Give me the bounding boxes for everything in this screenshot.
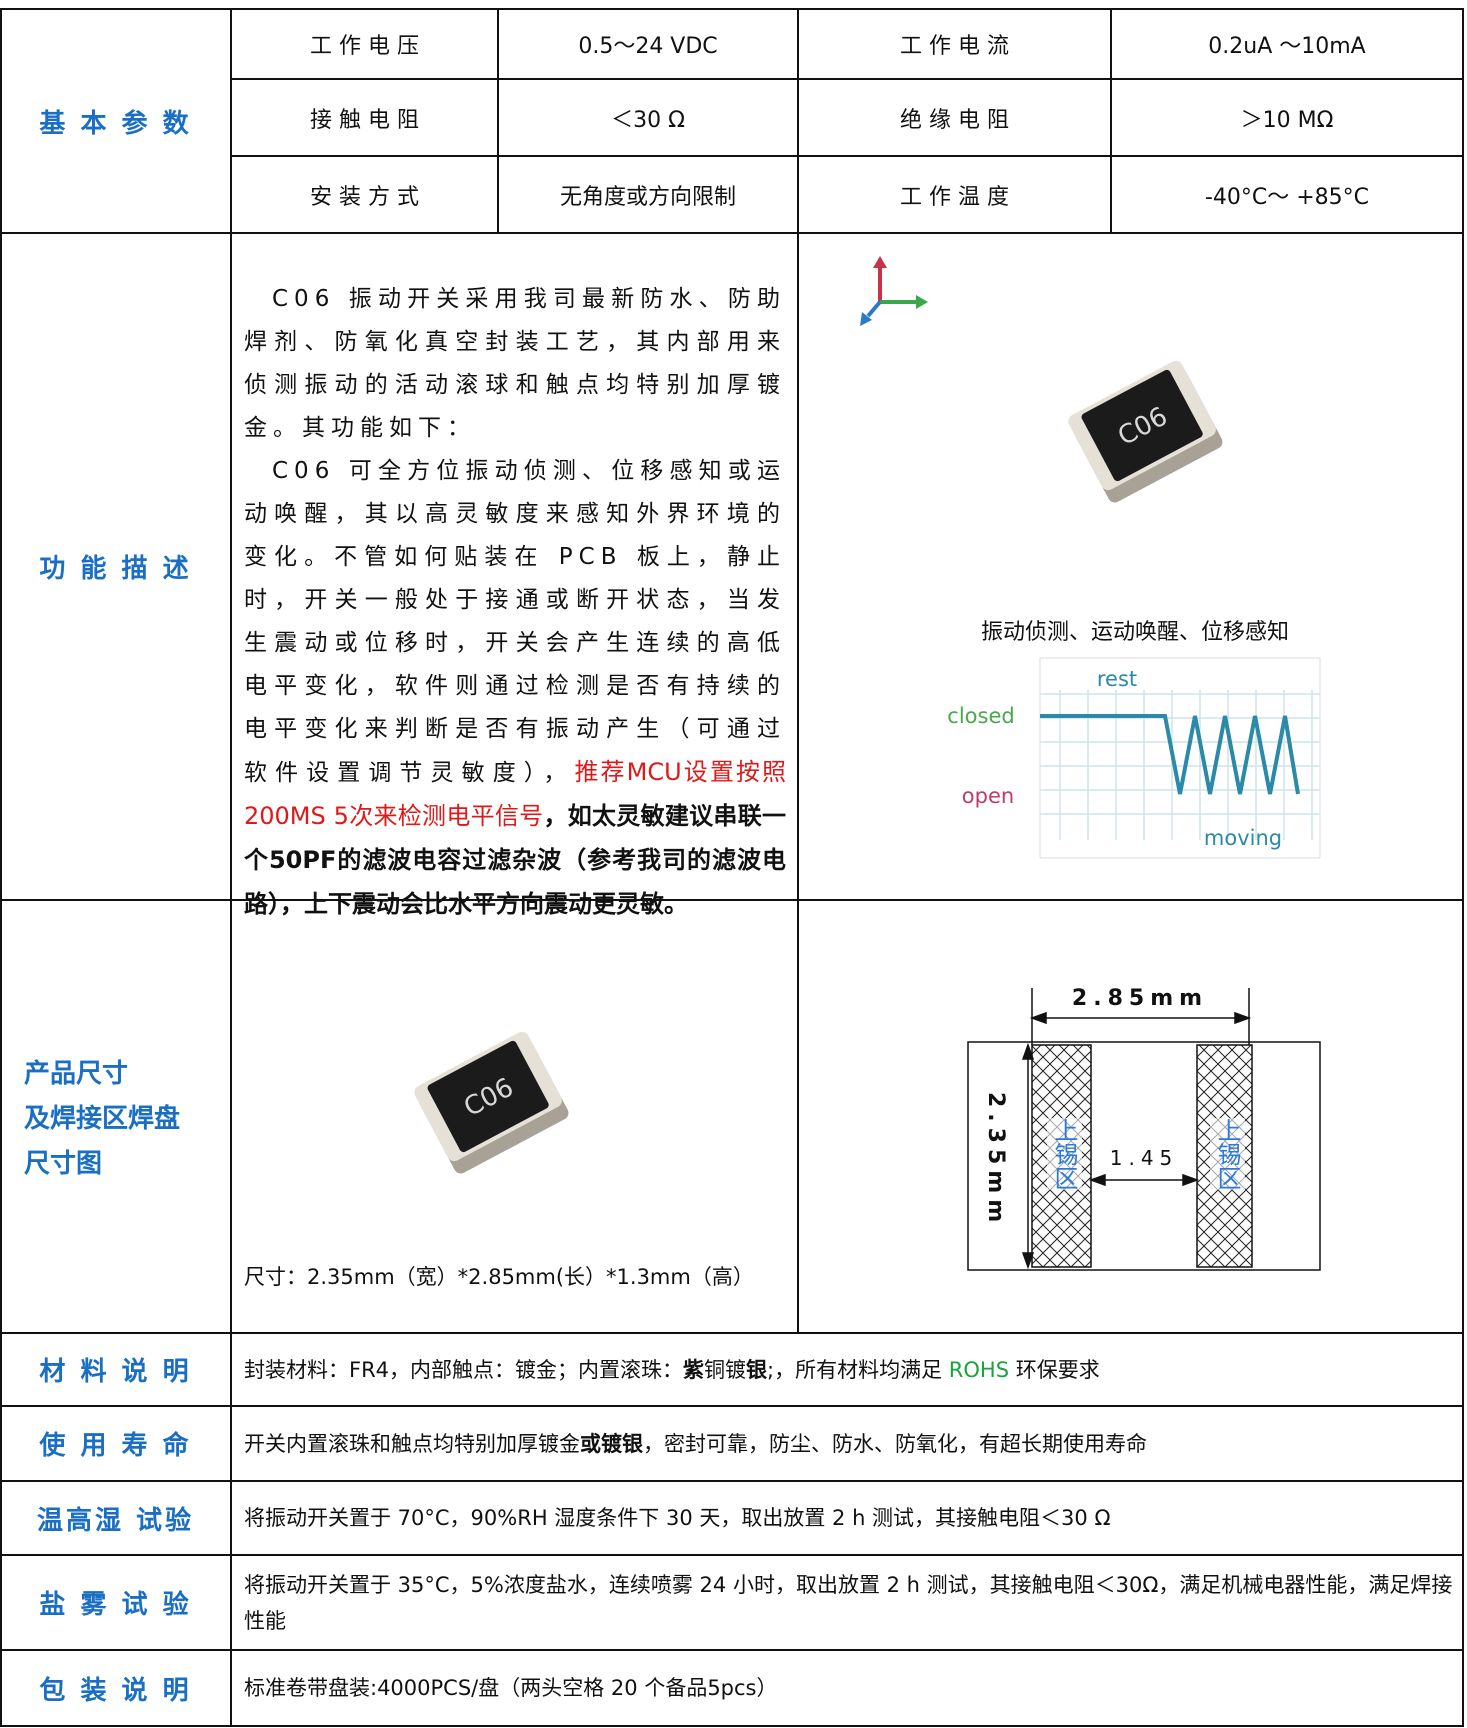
signal-label: rest — [1097, 667, 1137, 691]
param-name: 工 作 电 流 — [900, 34, 1009, 59]
section-label: 盐 雾 试 验 — [39, 1590, 192, 1620]
chip-image: C06 — [414, 1031, 569, 1174]
text-part: 将振动开关置于 70°C，90%RH 湿度条件下 30 天，取出放置 2 h 测… — [244, 1506, 1111, 1530]
pad-label: 上锡区 — [1210, 1118, 1245, 1190]
param-value: ＞10 MΩ — [1240, 107, 1334, 133]
text-part: ;，所有材料均满足 — [767, 1357, 949, 1382]
section-label: 功 能 描 述 — [39, 554, 192, 584]
section-label: 使 用 寿 命 — [39, 1431, 192, 1461]
param-name: 工 作 温 度 — [900, 184, 1009, 210]
text-part: 开关内置滚珠和触点均特别加厚镀金 — [244, 1431, 580, 1456]
pad-drawing — [967, 988, 1321, 1271]
section-label: 材 料 说 明 — [39, 1357, 192, 1387]
row-content: 标准卷带盘装:4000PCS/盘（两头空格 20 个备品5pcs） — [244, 1670, 778, 1706]
paragraph: C06 振动开关采用我司最新防水、防助焊剂、防氧化真空封装工艺，其内部用来侦测振… — [244, 286, 786, 441]
signal-label: open — [962, 784, 1014, 808]
axis-icon — [860, 256, 928, 326]
row-content: 开关内置滚珠和触点均特别加厚镀金或镀银，密封可靠，防尘、防水、防氧化，有超长期使… — [244, 1426, 1147, 1462]
paragraph: C06 可全方位振动侦测、位移感知或运动唤醒，其以高灵敏度来感知外界环境的变化。… — [244, 450, 786, 927]
signal-label: closed — [947, 704, 1014, 728]
param-name: 接 触 电 阻 — [310, 107, 419, 133]
text-part: 将振动开关置于 35°C，5%浓度盐水，连续喷雾 24 小时，取出放置 2 h … — [244, 1572, 1453, 1633]
text-part: 环保要求 — [1009, 1357, 1100, 1382]
label-line: 及焊接区焊盘 — [24, 1104, 181, 1134]
param-value: 0.2uA ～10mA — [1208, 34, 1366, 59]
text-part: 紫 — [683, 1357, 705, 1382]
gap-label: 1.45 — [1104, 1146, 1184, 1170]
param-value: ＜30 Ω — [611, 107, 685, 133]
chip-image: C06 — [1068, 360, 1223, 503]
length-label: 2.85mm — [1071, 986, 1209, 1011]
text-part: ROHS — [948, 1357, 1010, 1382]
text-part: ，密封可靠，防尘、防水、防氧化，有超长期使用寿命 — [643, 1431, 1147, 1456]
row-content: 封装材料：FR4，内部触点：镀金；内置滚珠：紫铜镀银;，所有材料均满足 ROHS… — [244, 1352, 1100, 1388]
text-part: 标准卷带盘装:4000PCS/盘（两头空格 20 个备品5pcs） — [244, 1676, 778, 1700]
signal-label: moving — [1204, 826, 1282, 850]
label-line: 产品尺寸 — [24, 1059, 129, 1089]
section-label: 产品尺寸 及焊接区焊盘 尺寸图 — [24, 1052, 180, 1187]
recommendation: 推荐MCU设置按照200MS 5次来检测电平信号 — [244, 758, 787, 830]
row-text: 标准卷带盘装:4000PCS/盘（两头空格 20 个备品5pcs） — [244, 1650, 1454, 1726]
signal-chart: rest closed open moving — [947, 657, 1321, 859]
param-value: 0.5～24 VDC — [578, 34, 718, 59]
row-text: 将振动开关置于 70°C，90%RH 湿度条件下 30 天，取出放置 2 h 测… — [244, 1481, 1454, 1555]
row-content: 将振动开关置于 35°C，5%浓度盐水，连续喷雾 24 小时，取出放置 2 h … — [244, 1567, 1454, 1639]
param-name: 绝 缘 电 阻 — [900, 107, 1009, 133]
label-line: 尺寸图 — [24, 1149, 103, 1179]
width-label: 2.35mm — [983, 1092, 1008, 1229]
section-label: 基 本 参 数 — [39, 108, 192, 139]
text-part: 封装材料：FR4，内部触点：镀金；内置滚珠： — [244, 1357, 684, 1382]
param-name: 工 作 电 压 — [310, 34, 419, 59]
text-part: 银 — [746, 1357, 768, 1382]
paragraph-text: C06 可全方位振动侦测、位移感知或运动唤醒，其以高灵敏度来感知外界环境的变化。… — [244, 458, 786, 786]
dimension-text: 尺寸：2.35mm（宽）*2.85mm(长）*1.3mm（高） — [244, 1265, 754, 1289]
text-part: 或镀银 — [580, 1431, 643, 1456]
image-caption: 振动侦测、运动唤醒、位移感知 — [980, 620, 1289, 645]
table-grid — [0, 8, 1464, 1727]
row-content: 将振动开关置于 70°C，90%RH 湿度条件下 30 天，取出放置 2 h 测… — [244, 1500, 1111, 1536]
row-text: 将振动开关置于 35°C，5%浓度盐水，连续喷雾 24 小时，取出放置 2 h … — [244, 1555, 1454, 1650]
note: ，如太灵敏建议串联一个50PF的滤波电容过滤杂波（参考我司的滤波电路），上下震动… — [244, 802, 786, 918]
function-text: C06 振动开关采用我司最新防水、防助焊剂、防氧化真空封装工艺，其内部用来侦测振… — [244, 278, 786, 927]
section-label: 包 装 说 明 — [39, 1675, 192, 1706]
row-text: 开关内置滚珠和触点均特别加厚镀金或镀银，密封可靠，防尘、防水、防氧化，有超长期使… — [244, 1406, 1454, 1481]
row-text: 封装材料：FR4，内部触点：镀金；内置滚珠：紫铜镀银;，所有材料均满足 ROHS… — [244, 1333, 1454, 1406]
param-value: -40°C～ +85°C — [1204, 184, 1370, 210]
param-name: 安 装 方 式 — [310, 184, 419, 210]
pad-label: 上锡区 — [1047, 1118, 1082, 1190]
param-value: 无角度或方向限制 — [559, 184, 736, 210]
section-label: 温高湿 试验 — [36, 1505, 195, 1536]
text-part: 铜镀 — [704, 1357, 747, 1382]
